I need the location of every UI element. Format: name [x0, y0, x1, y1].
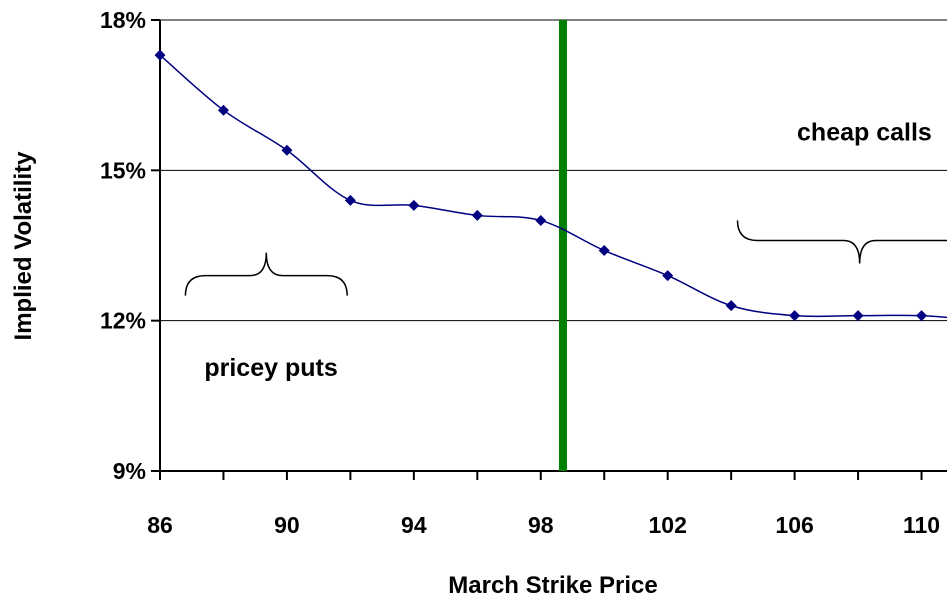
data-point-marker [281, 144, 293, 156]
x-tick-label: 102 [649, 512, 687, 538]
data-point-marker [535, 214, 547, 226]
data-point-marker [852, 310, 864, 322]
data-point-marker [154, 49, 166, 61]
x-tick-label: 94 [401, 512, 427, 538]
y-tick-label: 18% [100, 7, 146, 33]
annotation-label-0: cheap calls [797, 118, 932, 146]
y-tick-label: 9% [113, 458, 146, 484]
y-axis-title: Implied Volatility [10, 151, 37, 341]
x-tick-label: 86 [147, 512, 173, 538]
axes: 9% 12% 15% 18% 86 90 94 98 102 106 110 [100, 7, 947, 538]
annotation-bracket-1 [184, 252, 348, 296]
y-tick-label: 15% [100, 157, 146, 183]
data-point-marker [789, 310, 801, 322]
data-point-marker [471, 209, 483, 221]
data-point-marker [662, 270, 674, 282]
gridlines [160, 19, 947, 322]
annotations: cheap calls pricey puts [184, 118, 947, 382]
data-point-marker [725, 300, 737, 312]
data-point-marker [916, 310, 928, 322]
data-point-marker [344, 194, 356, 206]
y-tick-label: 12% [100, 308, 146, 334]
data-point-marker [598, 245, 610, 257]
data-point-marker [217, 104, 229, 116]
data-point-marker [408, 199, 420, 211]
x-tick-label: 110 [903, 512, 940, 538]
x-tick-label: 90 [274, 512, 300, 538]
series [154, 49, 947, 322]
x-axis-title: March Strike Price [448, 572, 657, 599]
x-tick-label: 98 [528, 512, 554, 538]
annotation-label-1: pricey puts [204, 354, 337, 382]
x-tick-label: 106 [775, 512, 813, 538]
